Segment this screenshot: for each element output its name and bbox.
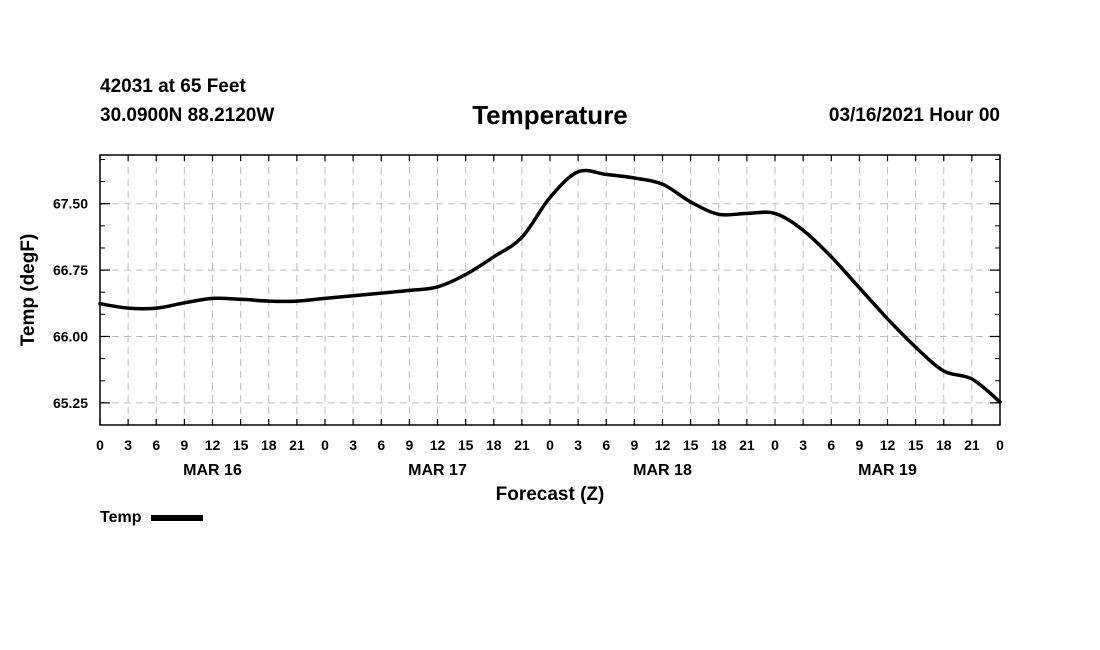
station-label: 42031 at 65 Feet — [100, 76, 246, 97]
x-tick-label: 6 — [377, 437, 385, 453]
x-tick-label: 15 — [233, 437, 249, 453]
legend: Temp — [100, 509, 204, 527]
x-tick-label: 0 — [771, 437, 779, 453]
axis-ticks: 0 3 6 9 12 15 18 21 0 3 6 9 12 15 18 21 0 3 6 9 12 15 18 21 0 3 6 9… — [53, 155, 1004, 479]
y-axis-label: Temp (degF) — [18, 234, 39, 347]
x-tick-label: 18 — [486, 437, 502, 453]
x-tick-label: 15 — [683, 437, 699, 453]
series-line-temp — [98, 168, 1002, 404]
coordinates-label: 30.0900N 88.2120W — [100, 105, 275, 126]
x-tick-label: 0 — [546, 437, 554, 453]
x-tick-label: 9 — [630, 437, 638, 453]
x-tick-label: 12 — [430, 437, 446, 453]
x-tick-label: 18 — [936, 437, 952, 453]
x-tick-label: 0 — [321, 437, 329, 453]
x-axis-label: Forecast (Z) — [496, 484, 605, 505]
x-tick-label: 12 — [655, 437, 671, 453]
chart-title: Temperature — [472, 100, 628, 130]
date-label: MAR 17 — [408, 462, 467, 479]
x-tick-label: 18 — [261, 437, 277, 453]
y-tick-label: 67.50 — [53, 196, 88, 212]
x-tick-label: 9 — [405, 437, 413, 453]
x-tick-label: 21 — [289, 437, 305, 453]
x-tick-label: 0 — [96, 437, 104, 453]
x-tick-label: 3 — [349, 437, 357, 453]
date-label: MAR 19 — [858, 462, 917, 479]
x-tick-label: 6 — [602, 437, 610, 453]
x-tick-label: 6 — [827, 437, 835, 453]
grid-lines — [100, 155, 1000, 425]
x-tick-label: 0 — [996, 437, 1004, 453]
x-tick-label: 15 — [908, 437, 924, 453]
x-tick-label: 3 — [124, 437, 132, 453]
legend-swatch-temp — [151, 515, 204, 521]
date-label: MAR 18 — [633, 462, 692, 479]
x-tick-label: 9 — [180, 437, 188, 453]
x-tick-label: 21 — [964, 437, 980, 453]
x-tick-label: 3 — [799, 437, 807, 453]
x-tick-label: 21 — [739, 437, 755, 453]
x-tick-label: 21 — [514, 437, 530, 453]
run-datetime-label: 03/16/2021 Hour 00 — [828, 105, 1000, 126]
x-tick-label: 12 — [880, 437, 896, 453]
y-tick-label: 66.00 — [53, 328, 88, 344]
x-tick-label: 12 — [205, 437, 221, 453]
legend-label-temp: Temp — [100, 509, 142, 526]
x-tick-label: 15 — [458, 437, 474, 453]
x-tick-label: 6 — [152, 437, 160, 453]
x-tick-label: 18 — [711, 437, 727, 453]
y-tick-label: 66.75 — [53, 262, 88, 278]
x-tick-label: 9 — [855, 437, 863, 453]
date-label: MAR 16 — [183, 462, 242, 479]
y-tick-label: 65.25 — [53, 395, 88, 411]
x-tick-label: 3 — [574, 437, 582, 453]
